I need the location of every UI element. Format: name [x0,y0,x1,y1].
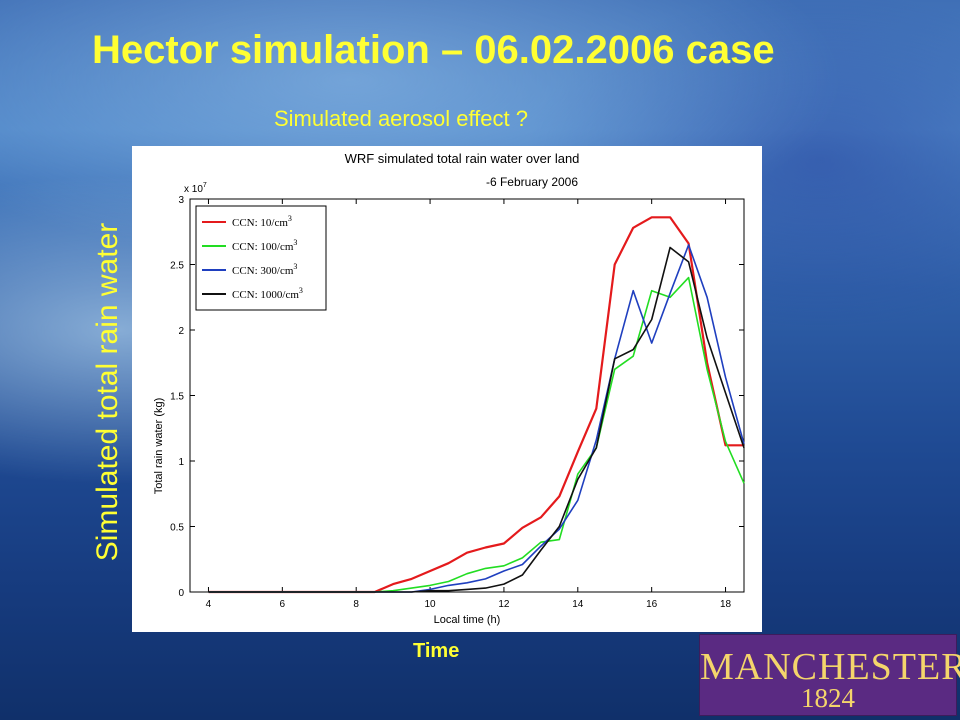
x-tick-label: 16 [646,599,658,610]
x-tick-label: 12 [498,599,510,610]
logo-year: 1824 [801,683,855,713]
x-tick-label: 14 [572,599,584,610]
series-line-4 [208,246,745,593]
x-tick-label: 18 [720,599,732,610]
logo-name: MANCHESTER [700,646,960,688]
rain-water-line-chart: WRF simulated total rain water over land… [153,151,745,626]
slide-title: Hector simulation – 06.02.2006 case [92,28,775,72]
y-tick-label: 1 [178,457,184,468]
x-tick-label: 4 [206,599,212,610]
legend-entry: CCN: 300/cm3 [232,262,297,277]
chart-title: WRF simulated total rain water over land [345,151,580,166]
y-tick-label: 3 [178,195,184,206]
y-tick-label: 2.5 [170,261,184,272]
series-line-2 [208,276,745,593]
slide-y-axis-label: Simulated total rain water [91,222,124,562]
slide-x-axis-label: Time [413,640,460,662]
chart-x-axis-label: Local time (h) [434,614,501,626]
university-logo: MANCHESTER 1824 [699,634,960,716]
y-tick-label: 0.5 [170,523,184,534]
chart-y-multiplier: x 107 [184,182,207,195]
y-tick-label: 1.5 [170,392,184,403]
x-tick-label: 6 [280,599,286,610]
y-tick-label: 0 [178,588,184,599]
slide-subtitle: Simulated aerosol effect ? [274,106,528,131]
chart-panel: WRF simulated total rain water over land… [132,146,762,632]
y-tick-label: 2 [178,326,184,337]
chart-y-axis-label: Total rain water (kg) [153,398,165,495]
legend-entry: CCN: 10/cm3 [232,214,292,229]
chart-subtitle: -6 February 2006 [486,175,578,189]
legend-entry: CCN: 100/cm3 [232,238,297,253]
x-tick-label: 8 [353,599,359,610]
legend-entry: CCN: 1000/cm3 [232,286,303,301]
legend-box [195,205,327,311]
x-tick-label: 10 [425,599,437,610]
